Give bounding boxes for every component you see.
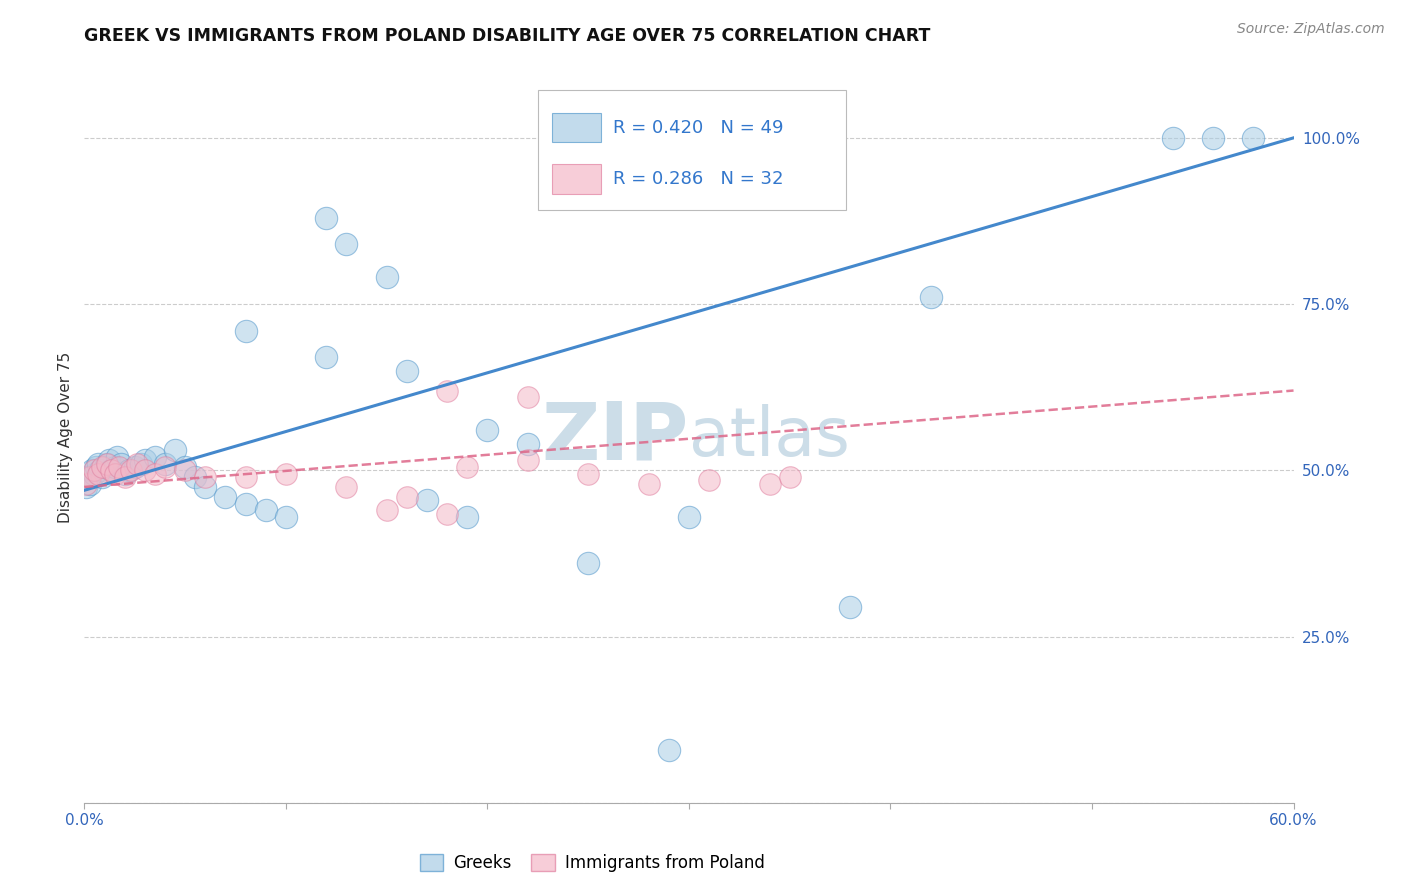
- Point: [274, 509, 297, 524]
- Point: [97, 453, 120, 467]
- Point: [120, 463, 142, 477]
- Point: [82, 463, 104, 477]
- Point: [658, 742, 681, 756]
- Point: [83, 467, 105, 481]
- Point: [335, 237, 357, 252]
- Point: [1202, 131, 1225, 145]
- Point: [96, 457, 118, 471]
- Point: [375, 503, 398, 517]
- Point: [576, 467, 599, 481]
- Point: [134, 453, 156, 467]
- Point: [104, 460, 127, 475]
- Point: [87, 457, 110, 471]
- Point: [174, 463, 197, 477]
- Point: [315, 351, 337, 365]
- Point: [114, 470, 136, 484]
- Point: [105, 450, 128, 464]
- Point: [194, 470, 217, 484]
- Point: [79, 470, 101, 484]
- Point: [134, 463, 156, 477]
- FancyBboxPatch shape: [553, 164, 600, 194]
- Point: [416, 493, 439, 508]
- Point: [697, 473, 720, 487]
- Point: [87, 467, 110, 481]
- Point: [576, 557, 599, 571]
- Point: [477, 424, 499, 438]
- Point: [779, 470, 801, 484]
- Legend: Greeks, Immigrants from Poland: Greeks, Immigrants from Poland: [413, 847, 772, 879]
- Point: [235, 497, 257, 511]
- Point: [436, 384, 458, 398]
- Point: [124, 460, 146, 475]
- Point: [184, 470, 207, 484]
- Point: [1161, 131, 1184, 145]
- Point: [79, 476, 101, 491]
- FancyBboxPatch shape: [538, 90, 846, 211]
- Point: [143, 467, 166, 481]
- Point: [77, 470, 100, 484]
- Point: [335, 480, 357, 494]
- Point: [315, 211, 337, 225]
- Point: [89, 463, 111, 477]
- Point: [456, 460, 478, 475]
- Point: [839, 599, 862, 614]
- Point: [153, 460, 176, 475]
- Point: [75, 480, 97, 494]
- Point: [153, 457, 176, 471]
- Point: [235, 470, 257, 484]
- Point: [516, 453, 538, 467]
- Point: [254, 503, 277, 517]
- Point: [758, 476, 780, 491]
- Point: [214, 490, 236, 504]
- Point: [100, 463, 122, 477]
- Point: [83, 463, 105, 477]
- Text: GREEK VS IMMIGRANTS FROM POLAND DISABILITY AGE OVER 75 CORRELATION CHART: GREEK VS IMMIGRANTS FROM POLAND DISABILI…: [84, 27, 931, 45]
- Point: [165, 443, 187, 458]
- Point: [143, 450, 166, 464]
- Text: atlas: atlas: [689, 404, 849, 470]
- Point: [516, 436, 538, 450]
- Y-axis label: Disability Age Over 75: Disability Age Over 75: [58, 351, 73, 523]
- Point: [110, 457, 132, 471]
- Point: [86, 460, 108, 475]
- FancyBboxPatch shape: [553, 113, 600, 143]
- Point: [114, 467, 136, 481]
- Point: [678, 509, 700, 524]
- Point: [104, 467, 127, 481]
- Point: [1241, 131, 1264, 145]
- Point: [274, 467, 297, 481]
- Point: [174, 460, 197, 475]
- Point: [235, 324, 257, 338]
- Point: [75, 476, 97, 491]
- Point: [93, 460, 115, 475]
- Text: R = 0.420   N = 49: R = 0.420 N = 49: [613, 119, 783, 136]
- Point: [125, 457, 148, 471]
- Point: [91, 470, 114, 484]
- Text: ZIP: ZIP: [541, 398, 689, 476]
- Point: [456, 509, 478, 524]
- Point: [375, 270, 398, 285]
- Point: [107, 460, 129, 475]
- Point: [118, 463, 141, 477]
- Point: [96, 457, 118, 471]
- Point: [637, 476, 659, 491]
- Point: [395, 490, 418, 504]
- Point: [129, 457, 152, 471]
- Text: Source: ZipAtlas.com: Source: ZipAtlas.com: [1237, 22, 1385, 37]
- Point: [395, 363, 418, 377]
- Point: [516, 390, 538, 404]
- Text: R = 0.286   N = 32: R = 0.286 N = 32: [613, 169, 783, 188]
- Point: [91, 460, 114, 475]
- Point: [436, 507, 458, 521]
- Point: [194, 480, 217, 494]
- Point: [920, 290, 942, 304]
- Point: [100, 463, 122, 477]
